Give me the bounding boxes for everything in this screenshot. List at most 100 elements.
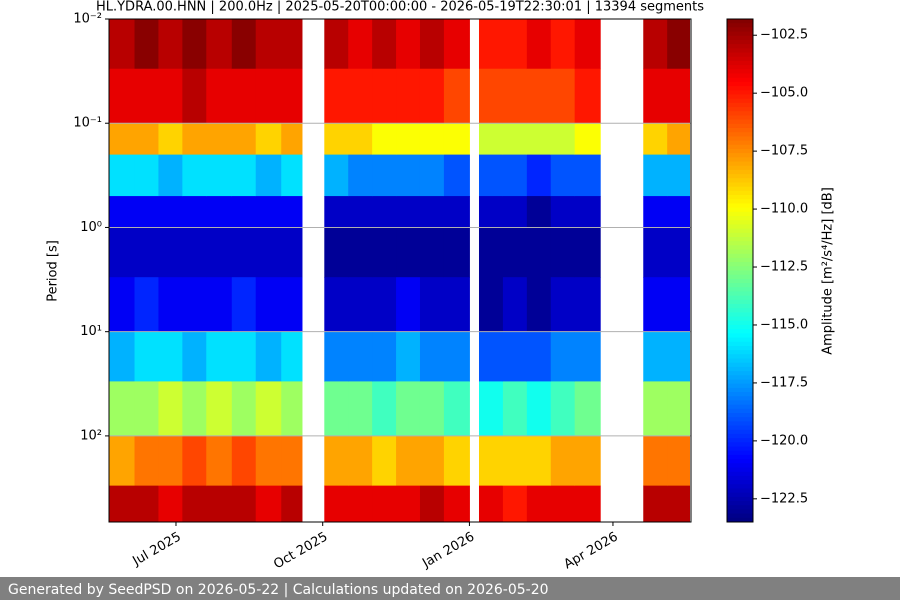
heatmap-cell xyxy=(231,68,257,124)
heatmap-cell xyxy=(502,277,528,333)
heatmap-cell xyxy=(667,196,691,228)
heatmap-cell xyxy=(667,19,691,70)
y-tick-label: 10⁰ xyxy=(80,220,102,235)
colorbar-segment xyxy=(727,274,753,280)
heatmap-cell xyxy=(550,485,576,523)
heatmap-cell xyxy=(643,277,668,333)
heatmap-cell xyxy=(182,196,207,228)
colorbar-segment xyxy=(727,77,753,83)
heatmap-cell xyxy=(502,68,528,124)
colorbar-segment xyxy=(727,23,753,28)
colorbar-segment xyxy=(727,320,753,326)
heatmap-cell xyxy=(134,485,159,523)
colorbar-segment xyxy=(727,153,753,158)
heatmap-cell xyxy=(255,485,282,523)
colorbar-segment xyxy=(727,65,753,70)
heatmap-cell xyxy=(526,485,552,523)
footer-text: Generated by SeedPSD on 2026-05-22 | Cal… xyxy=(8,582,549,598)
colorbar-segment xyxy=(727,203,753,209)
colorbar-tick-label: −122.5 xyxy=(760,491,808,506)
heatmap-cell xyxy=(206,485,233,523)
heatmap-cell xyxy=(324,68,349,124)
heatmap-cell xyxy=(372,68,397,124)
heatmap-cell xyxy=(109,277,136,333)
heatmap-cell xyxy=(109,227,136,278)
heatmap-cell xyxy=(206,277,233,333)
colorbar-segment xyxy=(727,199,753,204)
heatmap-cell xyxy=(502,331,528,382)
heatmap-cell xyxy=(419,19,445,70)
heatmap-cell xyxy=(550,381,576,437)
colorbar-segment xyxy=(727,144,753,150)
colorbar-tick-label: −120.0 xyxy=(760,433,808,448)
heatmap-cell xyxy=(109,196,136,228)
colorbar-segment xyxy=(727,195,753,200)
heatmap-cell xyxy=(667,277,691,333)
heatmap-cell xyxy=(158,485,183,523)
heatmap-cell xyxy=(443,485,470,523)
colorbar-segment xyxy=(727,442,753,448)
colorbar-segment xyxy=(727,169,753,175)
colorbar-segment xyxy=(727,492,753,498)
colorbar-segment xyxy=(727,123,753,129)
colorbar-segment xyxy=(727,60,753,66)
colorbar-tick-label: −105.0 xyxy=(760,86,808,101)
heatmap-cell xyxy=(281,196,303,228)
heatmap-cell xyxy=(396,485,421,523)
heatmap-cell xyxy=(372,277,397,333)
heatmap-cell xyxy=(396,227,421,278)
heatmap-cell xyxy=(324,154,349,197)
heatmap-cell xyxy=(109,435,136,487)
heatmap-cell xyxy=(372,154,397,197)
heatmap-cell xyxy=(550,227,576,278)
colorbar-segment xyxy=(727,266,753,271)
colorbar-frame xyxy=(726,18,754,523)
heatmap-cell xyxy=(134,68,159,124)
heatmap-cell xyxy=(526,196,552,228)
heatmap-cell xyxy=(396,68,421,124)
heatmap-cell xyxy=(324,381,349,437)
heatmap-cell xyxy=(134,123,159,156)
heatmap-cell xyxy=(643,123,668,156)
heatmap-cell xyxy=(502,435,528,487)
heatmap-cell xyxy=(643,435,668,487)
colorbar-segment xyxy=(727,287,753,292)
colorbar-segment xyxy=(727,262,753,267)
colorbar-segment xyxy=(727,86,753,91)
colorbar-tick-label: −102.5 xyxy=(760,28,808,43)
heatmap-cell xyxy=(419,277,445,333)
heatmap-cell xyxy=(478,331,504,382)
colorbar-segment xyxy=(727,438,753,443)
x-tick-label: Jul 2025 xyxy=(130,530,184,570)
colorbar-segment xyxy=(727,371,753,376)
heatmap-cell xyxy=(419,196,445,228)
heatmap-cell xyxy=(643,485,668,523)
heatmap-cell xyxy=(574,485,601,523)
heatmap-cell xyxy=(206,68,233,124)
heatmap-cell xyxy=(231,381,257,437)
heatmap-cell xyxy=(478,68,504,124)
heatmap-cell xyxy=(206,381,233,437)
heatmap-cell xyxy=(372,381,397,437)
heatmap-cell xyxy=(158,68,183,124)
colorbar-segment xyxy=(727,94,753,100)
x-tick-label: Apr 2026 xyxy=(561,530,620,573)
heatmap-cell xyxy=(182,227,207,278)
heatmap-cell xyxy=(372,485,397,523)
heatmap-cell xyxy=(206,19,233,70)
heatmap-cell xyxy=(206,331,233,382)
colorbar-segment xyxy=(727,312,753,318)
heatmap-cell xyxy=(550,19,576,70)
colorbar-segment xyxy=(727,127,753,133)
colorbar-segment xyxy=(727,295,753,301)
heatmap-cell xyxy=(182,277,207,333)
heatmap-cell xyxy=(478,485,504,523)
colorbar-segment xyxy=(727,232,753,238)
y-axis-label: Period [s] xyxy=(46,240,61,302)
heatmap-cell xyxy=(134,435,159,487)
colorbar-segment xyxy=(727,341,753,347)
heatmap-cell xyxy=(158,123,183,156)
colorbar-label: Amplitude [m²/s⁴/Hz] [dB] xyxy=(821,187,836,355)
heatmap-cell xyxy=(134,19,159,70)
heatmap-cell xyxy=(372,123,397,156)
